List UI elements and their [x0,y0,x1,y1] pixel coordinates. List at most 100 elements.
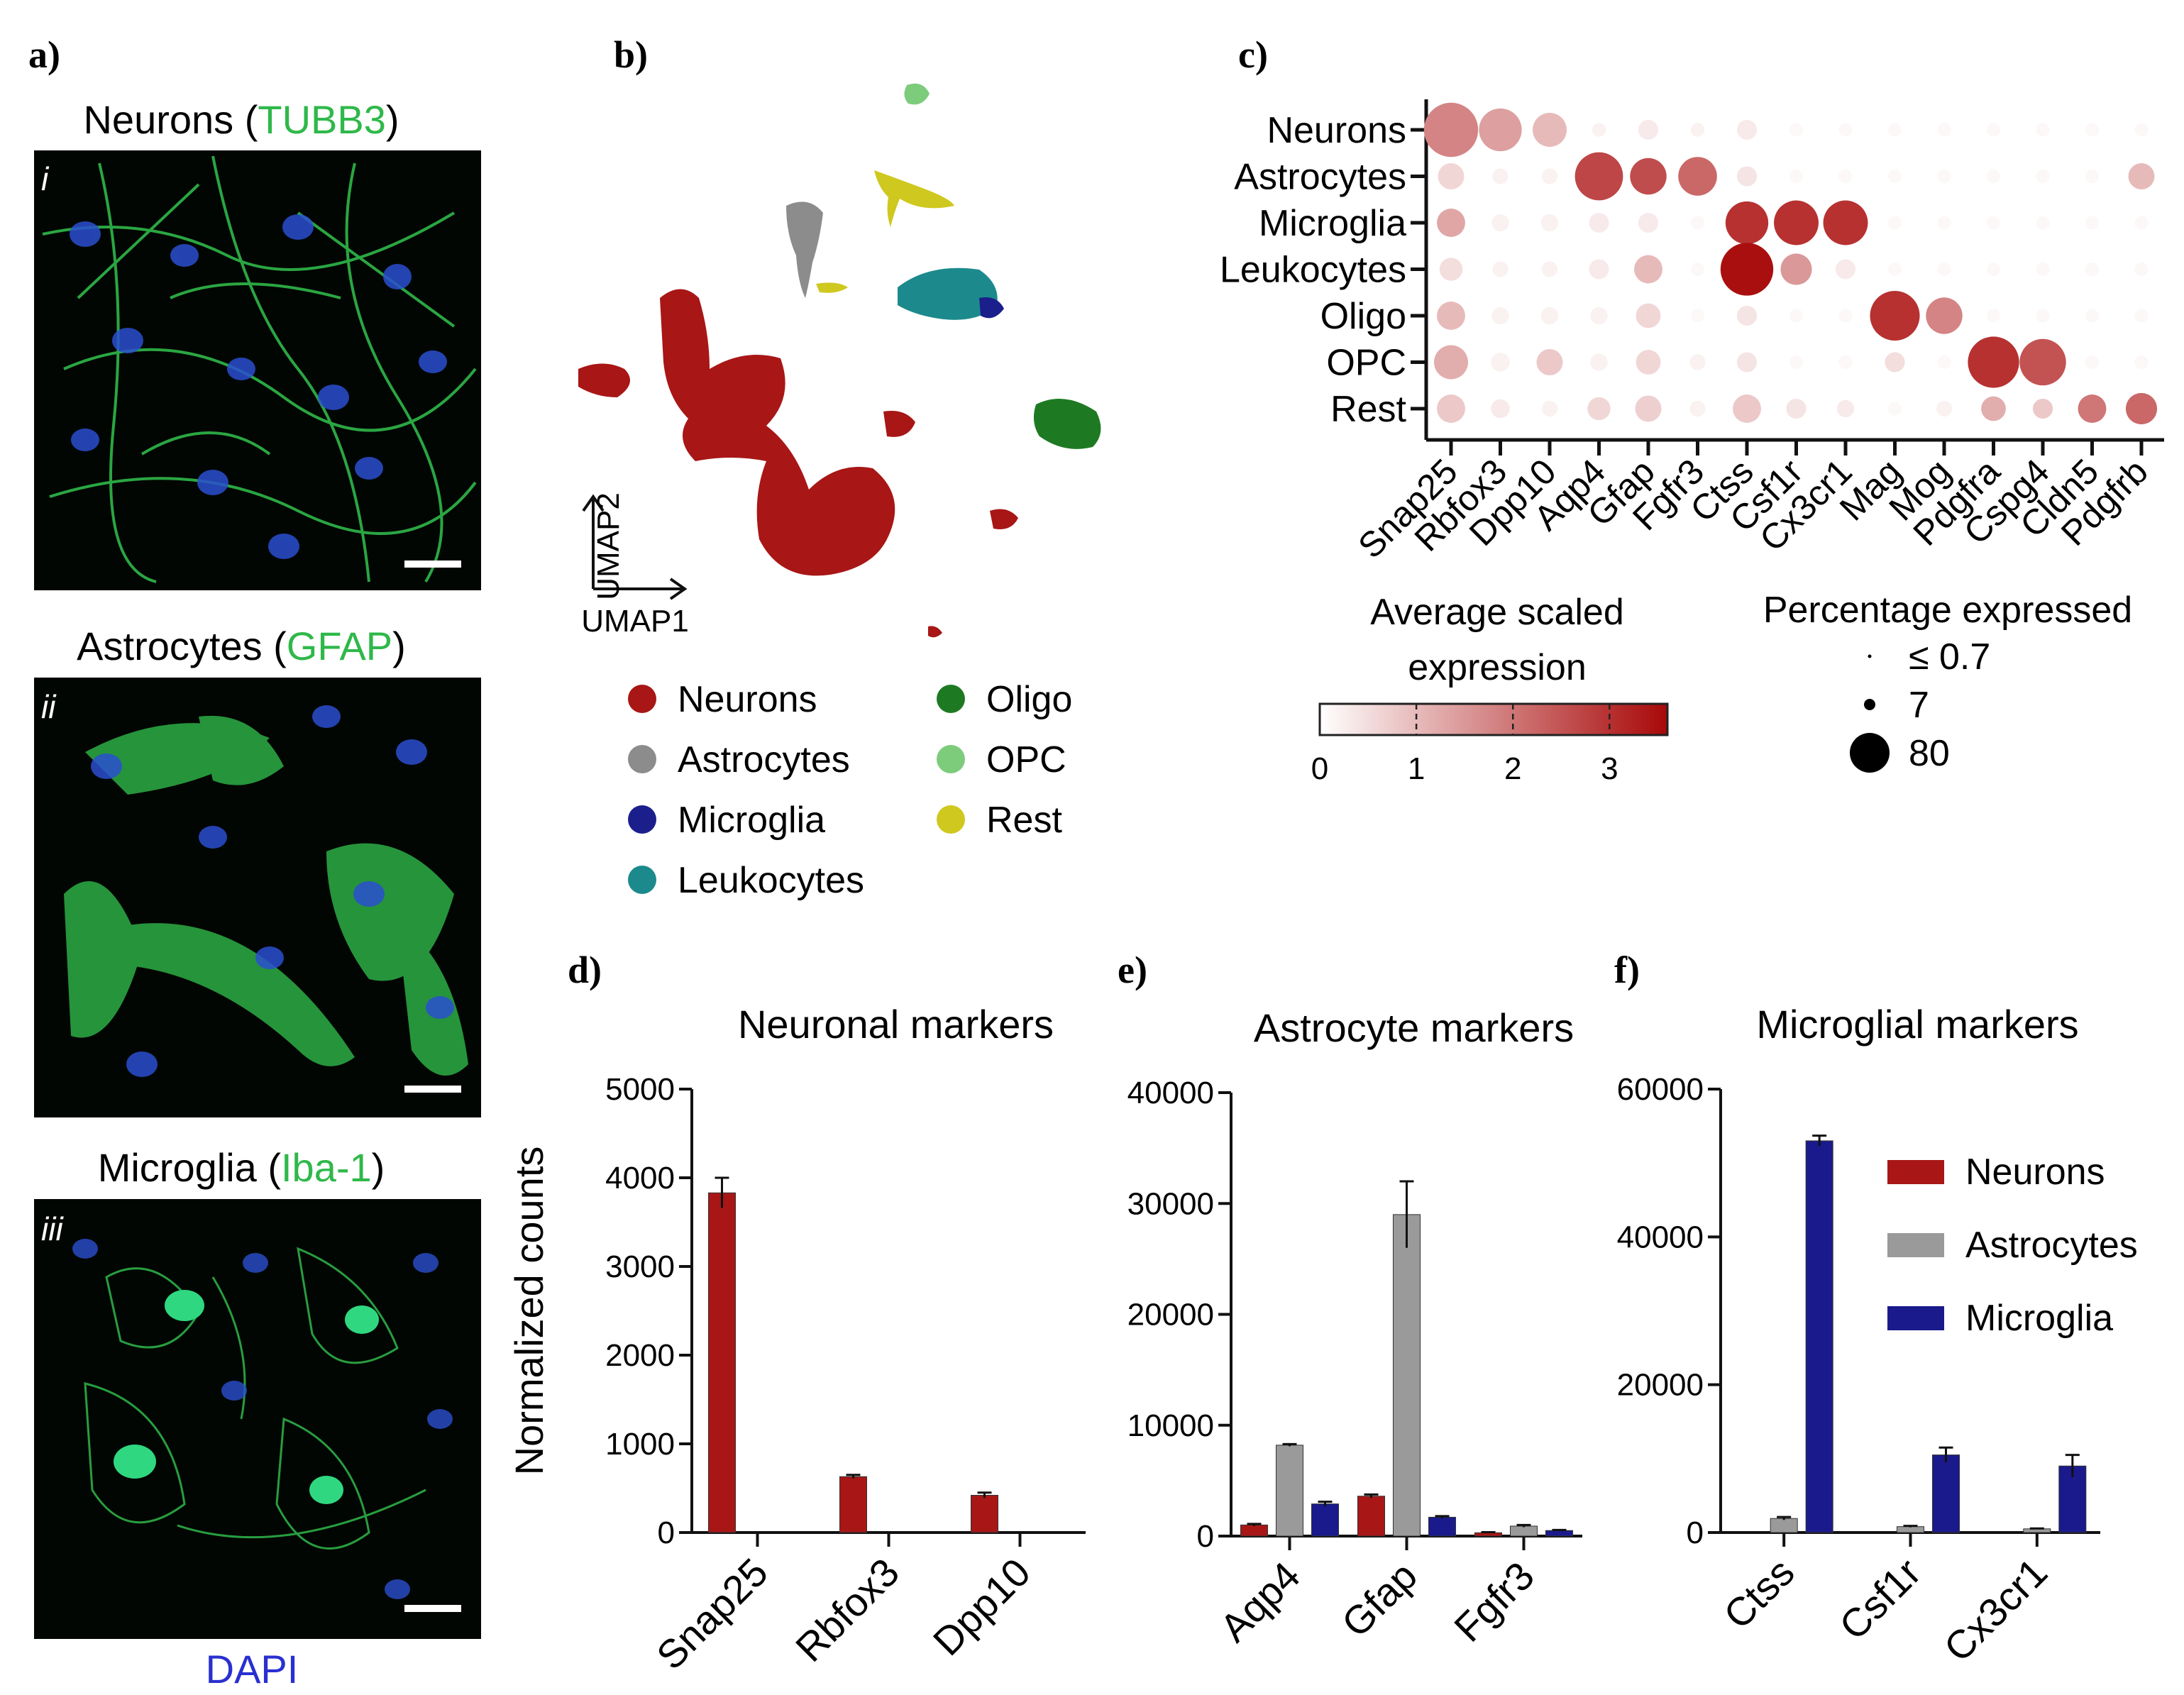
dot-rest-pdgfra [1981,396,2006,421]
dot-oligo-csf1r [1789,309,1804,323]
bar-y-tick: 20000 [1617,1368,1704,1403]
dot-opc-mag [1885,352,1905,372]
bar-neurons-rbfox3 [839,1476,867,1533]
micrograph-microglia: iii [34,1199,481,1639]
dot-neurons-mag [1887,123,1902,137]
dot-leukocytes-mag [1887,262,1902,277]
bar-y-tick: 40000 [1127,1076,1214,1110]
size-legend-dot [1850,733,1890,773]
bar-legend-label-neurons: Neurons [1965,1152,2105,1193]
panel-a: a) Neurons (TUBB3) Astrocytes (GFAP) Mic… [28,33,481,1691]
umap-axes: UMAP2 UMAP1 [581,492,689,639]
bar-legend-label-microglia: Microglia [1965,1298,2113,1339]
dot-leukocytes-csf1r [1780,253,1812,285]
panel-a-label: a) [28,33,60,76]
dot-astrocytes-snap25 [1438,163,1465,189]
bar-legend-label-astrocytes: Astrocytes [1965,1225,2138,1266]
dot-neurons-rbfox3 [1479,108,1522,152]
dot-leukocytes-rbfox3 [1492,261,1509,277]
dot-opc-ctss [1736,352,1758,372]
bar-astrocytes-gfap [1393,1214,1421,1537]
dot-oligo-dpp10 [1540,307,1559,325]
bar-astrocytes-csf1r [1897,1526,1924,1533]
dot-neurons-mog [1937,123,1951,137]
dot-row-label: Rest [1330,389,1406,430]
dot-opc-csf1r [1789,355,1804,370]
bar-neurons-snap25 [708,1192,736,1533]
dot-microglia-cspg4 [2036,216,2050,230]
bar-y-tick: 30000 [1127,1186,1214,1221]
dot-opc-snap25 [1434,345,1468,380]
bar-chart-ylabel: Normalized counts [507,1147,551,1476]
bar-astrocytes-aqp4 [1276,1445,1303,1537]
bar-y-tick: 0 [1687,1515,1704,1550]
dot-opc-cldn5 [2085,355,2100,370]
umap-cluster-astrocytes [786,201,823,298]
dot-rest-fgfr3 [1689,400,1706,417]
umap-cluster-neurons [578,289,1018,638]
dot-opc-pdgfra [1968,336,2019,388]
dot-microglia-snap25 [1437,209,1465,237]
legend-swatch-neurons [628,685,656,713]
dot-microglia-gfap [1638,212,1659,233]
dot-rest-mog [1936,400,1953,417]
bar-astrocytes-fgfr3 [1510,1525,1538,1537]
dot-microglia-fgfr3 [1690,216,1705,230]
dot-leukocytes-cspg4 [2036,262,2050,277]
dot-astrocytes-aqp4 [1574,152,1623,201]
panel-b-label: b) [614,33,648,76]
bar-x-label: Snap25 [648,1550,776,1678]
dot-astrocytes-dpp10 [1541,168,1558,184]
bar-y-tick: 0 [1197,1519,1214,1554]
umap-cluster-leukocytes [898,267,998,320]
dot-neurons-pdgfrb [2134,123,2149,137]
dot-rest-gfap [1635,395,1662,422]
umap-cluster-microglia [979,297,1004,319]
bar-microglia-gfap [1428,1516,1456,1537]
legend-label-neurons: Neurons [678,679,817,720]
dot-oligo-snap25 [1437,302,1465,330]
dot-microglia-rbfox3 [1491,214,1509,232]
dot-astrocytes-mag [1887,169,1902,184]
dot-oligo-gfap [1636,303,1661,328]
dot-oligo-rbfox3 [1491,307,1509,325]
dot-leukocytes-aqp4 [1589,259,1609,280]
bar-microglia-csf1r [1932,1454,1960,1533]
dot-opc-aqp4 [1590,353,1608,371]
dot-rest-snap25 [1437,394,1465,423]
dot-microglia-aqp4 [1589,212,1609,233]
image-title-astrocytes: Astrocytes (GFAP) [77,624,406,668]
panel-f-label: f) [1614,949,1640,991]
size-legend-label: ≤ 0.7 [1909,636,1990,678]
bar-legend-swatch-astrocytes [1887,1233,1944,1257]
dot-leukocytes-cldn5 [2085,262,2100,277]
bar-x-label: Dpp10 [925,1550,1039,1664]
dot-leukocytes-pdgfra [1986,262,2001,277]
umap-legend: Neurons Astrocytes Microglia Leukocytes Olig… [628,679,1072,901]
dot-neurons-cldn5 [2085,123,2100,137]
roman-label-ii: ii [41,688,57,725]
image-title-microglia: Microglia (Iba-1) [98,1145,385,1190]
dot-astrocytes-ctss [1736,166,1758,187]
micrograph-neurons: i [34,150,481,590]
dot-opc-rbfox3 [1491,353,1510,372]
dot-neurons-cspg4 [2036,123,2050,137]
size-legend-title: Percentage expressed [1763,590,2132,631]
bar-neurons-aqp4 [1240,1524,1268,1537]
legend-label-microglia: Microglia [678,800,825,841]
umap-cluster-rest [816,170,954,293]
color-legend-tick: 1 [1408,751,1425,786]
dot-opc-dpp10 [1536,349,1563,375]
dot-neurons-dpp10 [1533,113,1567,147]
dot-row-label: Oligo [1320,296,1406,337]
dot-rest-ctss [1733,394,1761,423]
dot-row-label: Microglia [1259,203,1406,244]
dot-oligo-cx3cr1 [1838,309,1853,323]
bar-chart-title: Neuronal markers [738,1002,1054,1047]
dot-row-label: OPC [1326,343,1406,384]
bar-legend-swatch-neurons [1887,1160,1944,1184]
legend-swatch-astrocytes [628,745,656,773]
dot-neurons-aqp4 [1592,123,1606,137]
roman-label-i: i [41,160,50,197]
dot-rest-aqp4 [1587,397,1611,421]
